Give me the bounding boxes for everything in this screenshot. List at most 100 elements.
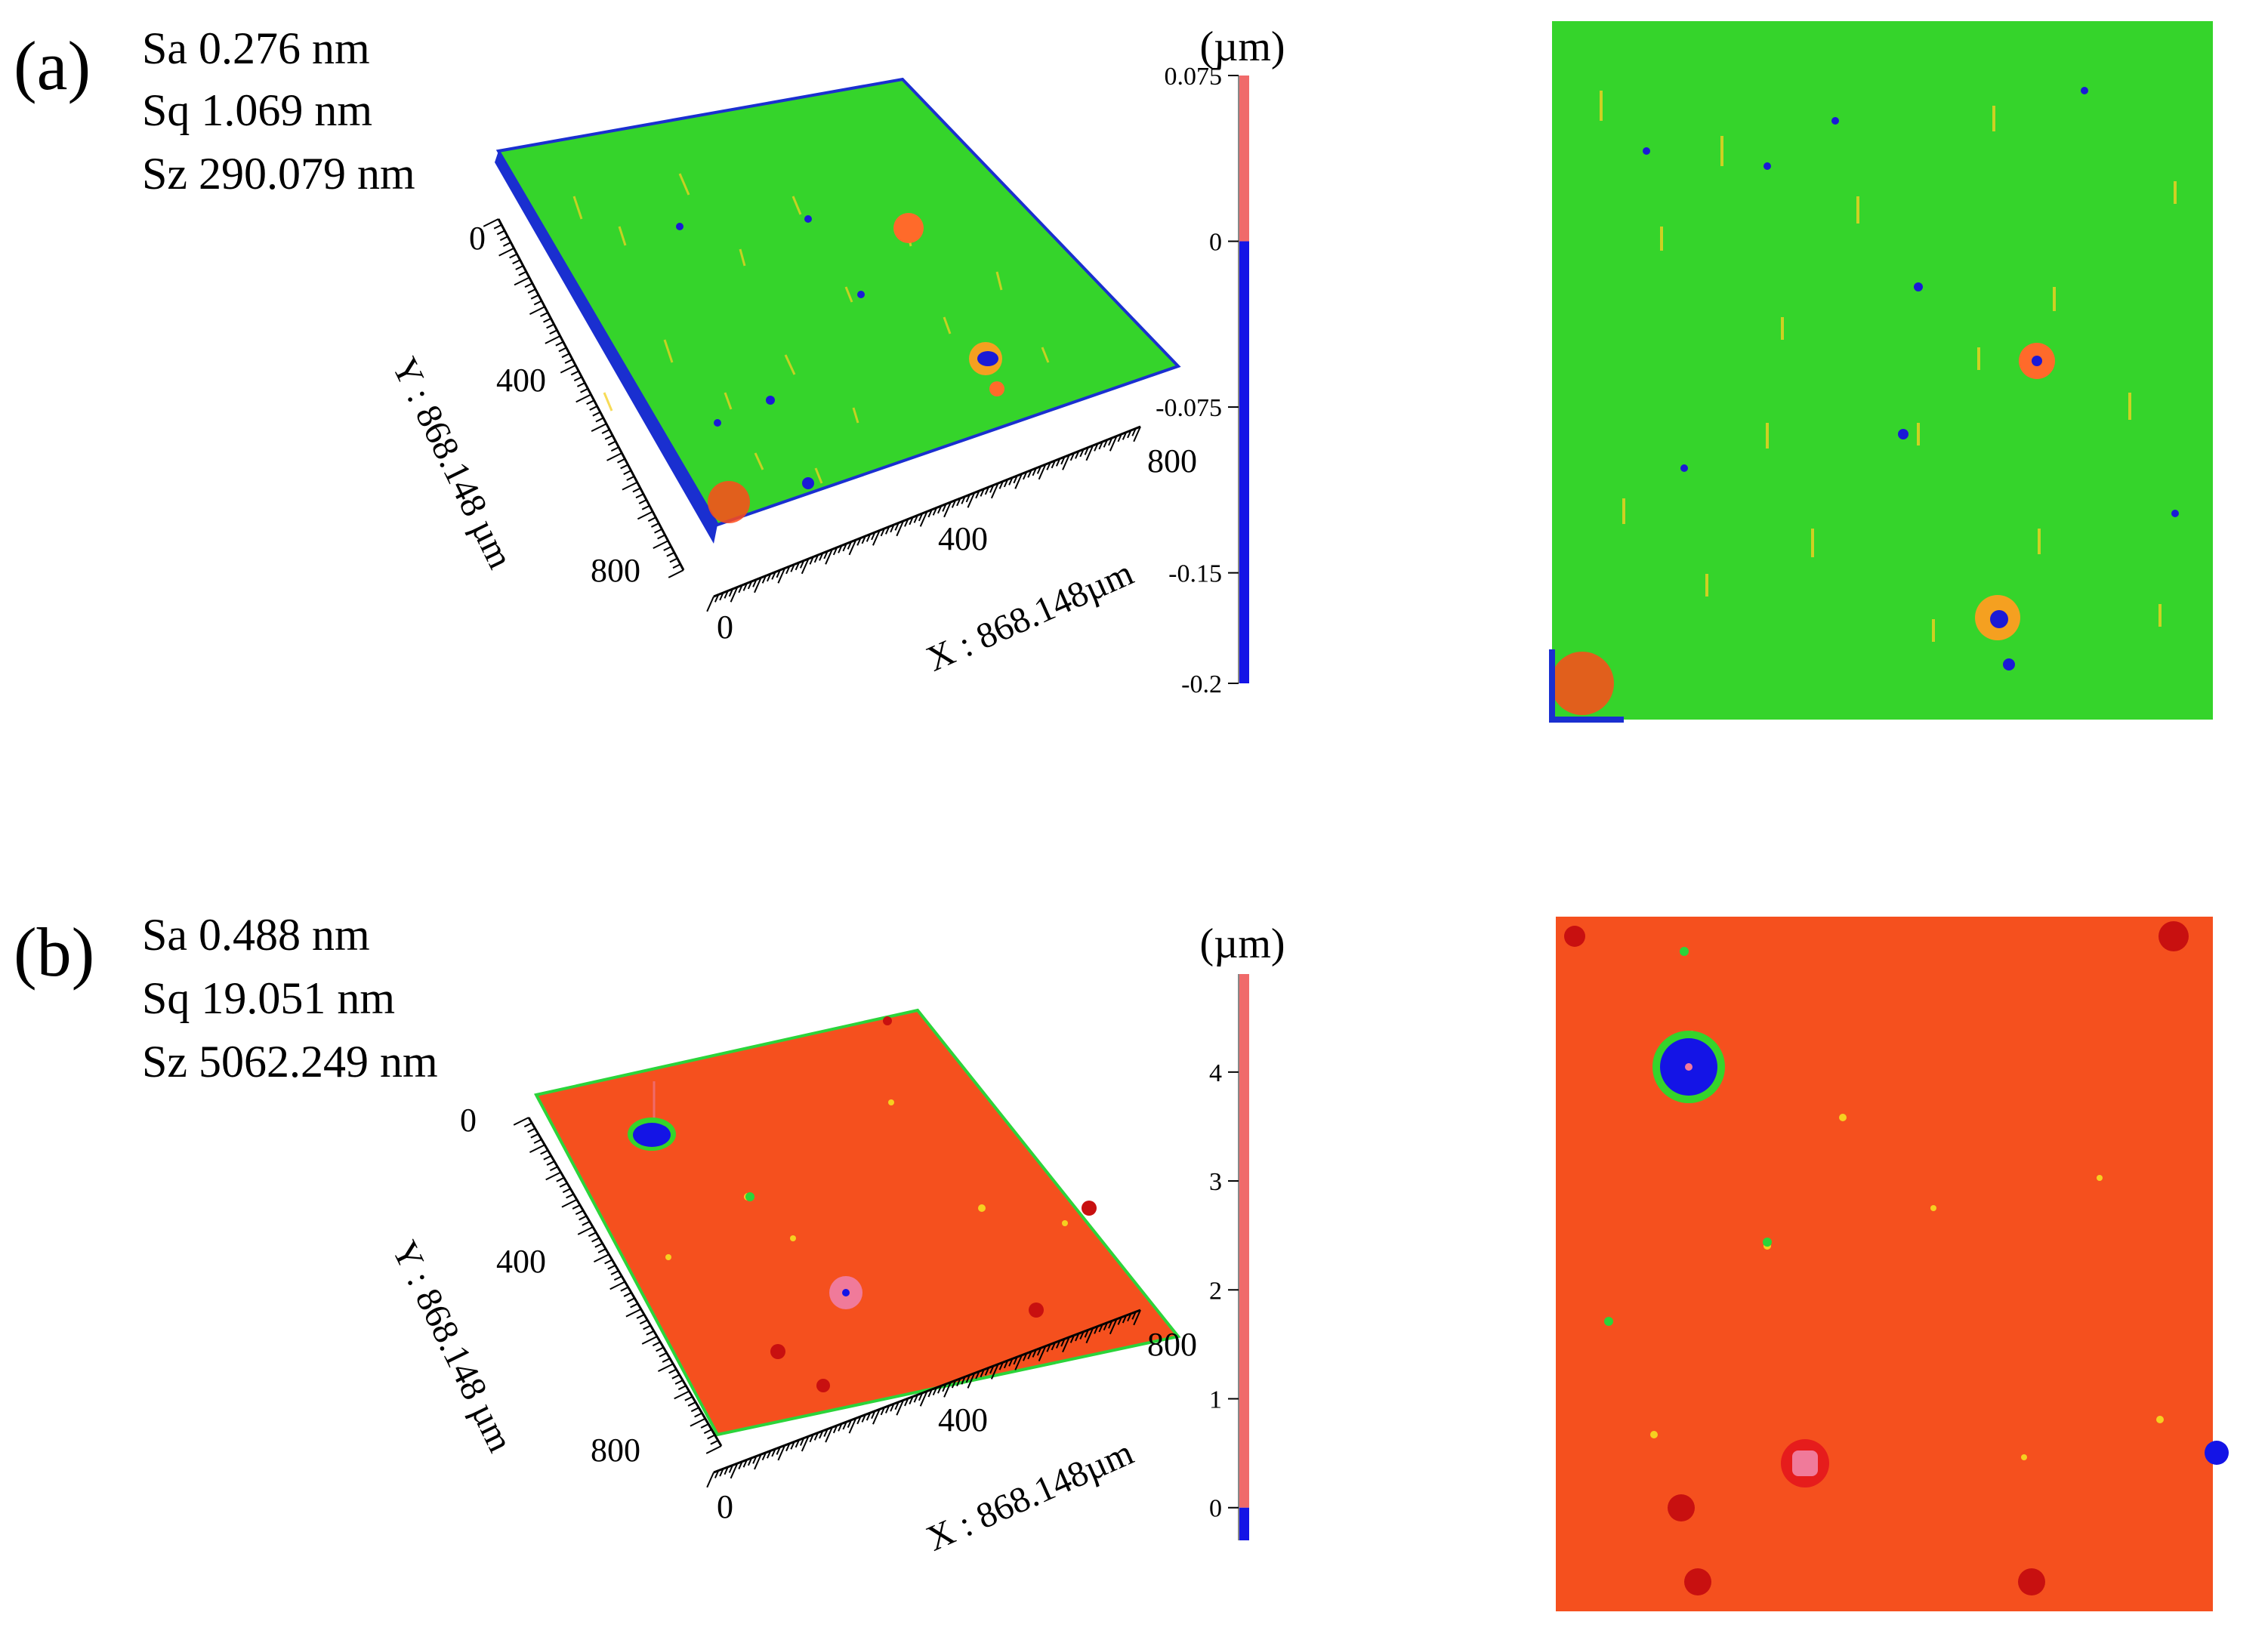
panel-b-y-minor-tick xyxy=(659,1352,668,1358)
panel-b-x-tick: 400 xyxy=(938,1401,988,1438)
panel-b-x-minor-tick xyxy=(984,1367,990,1376)
panel-b-x-minor-tick xyxy=(832,1425,838,1434)
panel-a-x-minor-tick xyxy=(1131,428,1137,436)
panel-a-x-minor-tick xyxy=(832,547,838,556)
panel-a-y-minor-tick xyxy=(601,429,610,434)
panel-a-y-minor-tick xyxy=(653,540,669,550)
panel-a-x-minor-tick xyxy=(943,501,952,518)
panel-b-x-minor-tick xyxy=(1046,1343,1051,1352)
panel-a-x-minor-tick xyxy=(823,550,829,560)
panel-b-x-minor-tick xyxy=(1008,1358,1014,1367)
panel-a-x-tick: 800 xyxy=(1147,442,1197,479)
panel-b-y-minor-tick xyxy=(620,1286,629,1292)
panel-b-x-minor-tick xyxy=(967,1373,976,1389)
panel-a-y-minor-tick xyxy=(637,510,653,520)
panel-b-y-minor-tick xyxy=(607,1264,616,1270)
panel-b-y-minor-tick xyxy=(705,1445,722,1454)
panel-a-y-minor-tick xyxy=(580,387,588,393)
panel-b-x-minor-tick xyxy=(730,1463,739,1479)
panel-b-y-minor-tick xyxy=(687,1401,696,1407)
panel-a-y-minor-tick xyxy=(561,353,570,359)
panel-b-x-minor-tick xyxy=(1127,1313,1132,1322)
panel-a-x-minor-tick xyxy=(752,579,758,587)
panel-a-y-minor-tick xyxy=(586,399,595,405)
panel-b-x-minor-tick xyxy=(809,1434,814,1443)
panel-b-x-minor-tick xyxy=(956,1378,961,1387)
panel-a-x-minor-tick xyxy=(880,528,885,537)
colorbar-tick-label: 0 xyxy=(1209,229,1222,257)
panel-b-x-minor-tick xyxy=(884,1405,890,1413)
panel-b-y-minor-tick xyxy=(658,1363,674,1373)
panel-b-x-minor-tick xyxy=(706,1472,714,1488)
panel-a-label: (a) xyxy=(14,27,91,104)
panel-a-x-minor-tick xyxy=(894,523,899,531)
panel-a-stat-sz: Sz 290.079 nm xyxy=(142,149,415,199)
panel-b-x-minor-tick xyxy=(975,1370,980,1380)
panel-b-x-minor-tick xyxy=(747,1457,753,1466)
panel-b-y-minor-tick xyxy=(694,1412,702,1418)
panel-b-x-minor-tick xyxy=(880,1407,885,1416)
panel-a-x-minor-tick xyxy=(956,498,961,507)
panel-a-y-minor-tick xyxy=(669,557,678,563)
panel-b-x-minor-tick xyxy=(728,1465,734,1473)
panel-b-x-minor-tick xyxy=(1075,1333,1080,1342)
panel-a-x-minor-tick xyxy=(871,532,876,541)
panel-a-colorbar-unit: (µm) xyxy=(1199,23,1285,70)
panel-a-x-minor-tick xyxy=(813,554,819,563)
panel-b-y-minor-tick xyxy=(609,1281,625,1290)
panel-a-x-axis-title: X : 868.148µm xyxy=(921,553,1139,680)
panel-b-y-minor-tick xyxy=(540,1149,548,1155)
panel-a-y-minor-tick xyxy=(635,493,644,499)
panel-a-x-minor-tick xyxy=(767,573,772,582)
panel-a-y-minor-tick xyxy=(657,534,665,540)
panel-a-x-minor-tick xyxy=(890,524,895,533)
panel-a-map-texture xyxy=(1600,87,2179,671)
panel-b-x-minor-tick xyxy=(1131,1311,1137,1320)
panel-b-height-map xyxy=(1556,917,2229,1611)
panel-a-y-minor-tick xyxy=(512,259,521,265)
panel-b-x-minor-tick xyxy=(1032,1349,1037,1358)
panel-b-3d-surface xyxy=(533,1008,1181,1437)
panel-b-y-minor-tick xyxy=(674,1380,683,1385)
panel-a-3d-surface xyxy=(495,77,1181,544)
panel-b-x-minor-tick xyxy=(942,1383,947,1392)
panel-a-x-minor-tick xyxy=(799,560,805,569)
panel-a-3d-peak xyxy=(893,213,924,243)
panel-b-y-minor-tick xyxy=(559,1182,568,1188)
panel-a-x-minor-tick xyxy=(1062,455,1070,470)
panel-a-x-minor-tick xyxy=(790,564,795,572)
panel-b-x-minor-tick xyxy=(777,1444,786,1461)
panel-b-x-minor-tick xyxy=(918,1392,924,1401)
colorbar-tick-label: -0.075 xyxy=(1156,394,1222,422)
panel-a-y-minor-tick xyxy=(529,306,545,316)
panel-b-x-minor-tick xyxy=(1014,1355,1023,1370)
panel-b-x-minor-tick xyxy=(847,1420,852,1429)
panel-b-x-minor-tick xyxy=(825,1426,833,1443)
panel-b-x-minor-tick xyxy=(1094,1326,1099,1334)
colorbar-band xyxy=(1239,241,1249,684)
panel-a-x-minor-tick xyxy=(932,507,937,516)
panel-a-x-tick: 0 xyxy=(717,609,733,646)
panel-b-x-minor-tick xyxy=(998,1361,1004,1370)
panel-a-y-minor-tick xyxy=(666,551,675,557)
panel-a-y-minor-tick xyxy=(545,335,561,344)
panel-a-x-minor-tick xyxy=(984,486,990,495)
panel-a-x-minor-tick xyxy=(747,581,753,590)
panel-a-x-minor-tick xyxy=(1079,449,1085,458)
panel-b-x-minor-tick xyxy=(823,1429,829,1437)
panel-b-y-minor-tick xyxy=(703,1429,712,1435)
panel-a-stat-sq: Sq 1.069 nm xyxy=(142,85,372,135)
panel-a-x-minor-tick xyxy=(1014,473,1023,489)
panel-a-x-minor-tick xyxy=(1046,462,1051,470)
panel-b-x-minor-tick xyxy=(890,1403,895,1412)
panel-a-x-minor-tick xyxy=(951,500,957,508)
panel-b-x-minor-tick xyxy=(1055,1340,1061,1349)
panel-b-x-minor-tick xyxy=(767,1450,772,1459)
panel-a-y-minor-tick xyxy=(592,411,601,417)
panel-a-x-minor-tick xyxy=(1109,436,1118,452)
panel-b-x-minor-tick xyxy=(848,1417,857,1434)
panel-b-x-minor-tick xyxy=(965,1374,970,1383)
panel-a-y-minor-tick xyxy=(515,265,524,270)
panel-b-x-minor-tick xyxy=(896,1400,905,1416)
panel-a-y-tick: 800 xyxy=(591,552,640,589)
